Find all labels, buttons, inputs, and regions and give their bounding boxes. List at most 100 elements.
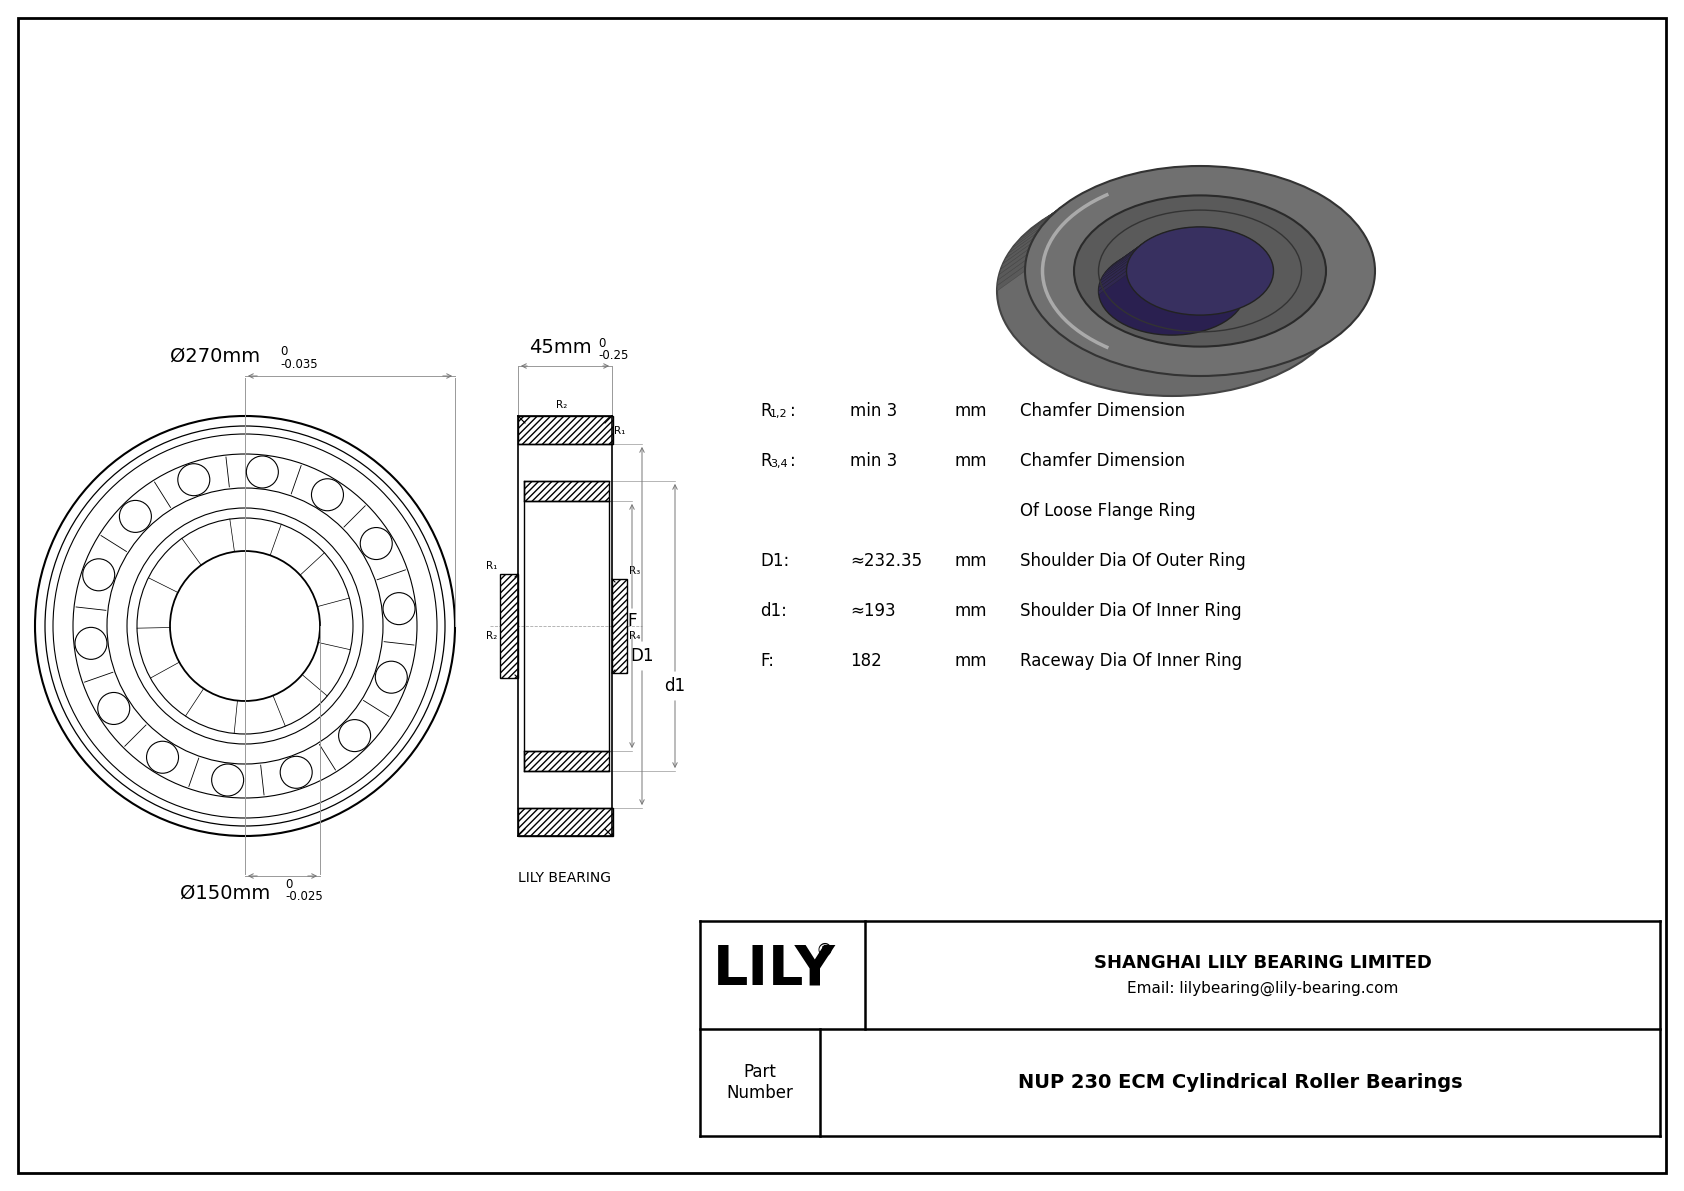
Text: LILY: LILY	[712, 943, 835, 997]
Text: R₁: R₁	[615, 426, 625, 436]
Polygon shape	[1231, 173, 1268, 194]
Polygon shape	[1009, 227, 1041, 252]
Polygon shape	[1000, 243, 1031, 269]
Polygon shape	[1103, 254, 1132, 278]
Polygon shape	[1244, 264, 1273, 287]
Polygon shape	[1223, 239, 1255, 262]
Text: D1:: D1:	[759, 551, 790, 570]
Polygon shape	[1300, 200, 1335, 224]
Polygon shape	[1214, 235, 1246, 257]
Polygon shape	[1071, 182, 1106, 205]
Polygon shape	[1228, 242, 1258, 264]
Polygon shape	[1319, 213, 1351, 238]
Polygon shape	[1273, 185, 1308, 208]
Polygon shape	[1106, 248, 1138, 270]
Polygon shape	[1243, 261, 1273, 283]
Polygon shape	[1044, 195, 1078, 220]
Text: R₁: R₁	[485, 561, 497, 570]
Polygon shape	[1064, 185, 1100, 208]
Bar	[611, 579, 626, 673]
Polygon shape	[1312, 208, 1346, 233]
Polygon shape	[1116, 239, 1148, 262]
Polygon shape	[1079, 179, 1115, 202]
Polygon shape	[1239, 254, 1270, 278]
Ellipse shape	[1074, 195, 1325, 347]
Polygon shape	[1175, 227, 1209, 248]
Polygon shape	[1177, 166, 1214, 186]
Polygon shape	[1105, 250, 1135, 274]
Polygon shape	[1241, 257, 1271, 280]
Text: mm: mm	[955, 601, 987, 621]
Text: d1:: d1:	[759, 601, 786, 621]
Bar	[611, 579, 626, 673]
Text: mm: mm	[955, 651, 987, 671]
Polygon shape	[999, 255, 1027, 280]
Polygon shape	[1248, 176, 1285, 199]
Text: ®: ®	[815, 942, 834, 960]
Polygon shape	[1098, 264, 1128, 287]
Text: min 3: min 3	[850, 453, 898, 470]
Polygon shape	[1197, 230, 1231, 251]
Polygon shape	[1239, 174, 1276, 197]
Polygon shape	[1204, 168, 1241, 189]
Polygon shape	[1122, 237, 1154, 260]
Polygon shape	[1204, 231, 1236, 252]
Text: F:: F:	[759, 651, 775, 671]
Bar	[500, 574, 519, 678]
Polygon shape	[1187, 227, 1221, 249]
Polygon shape	[1148, 167, 1186, 187]
Ellipse shape	[1026, 166, 1376, 376]
Polygon shape	[1339, 238, 1369, 263]
Text: Shoulder Dia Of Outer Ring: Shoulder Dia Of Outer Ring	[1021, 551, 1246, 570]
Polygon shape	[1032, 204, 1066, 229]
Polygon shape	[1110, 244, 1142, 268]
Polygon shape	[1026, 208, 1059, 233]
Text: -0.025: -0.025	[285, 890, 323, 903]
Polygon shape	[1113, 242, 1145, 264]
Text: Ø270mm: Ø270mm	[170, 347, 259, 366]
Bar	[519, 807, 613, 836]
Polygon shape	[1332, 227, 1362, 252]
Polygon shape	[1180, 227, 1214, 248]
Polygon shape	[1234, 248, 1265, 270]
Polygon shape	[1219, 237, 1251, 260]
Text: Of Loose Flange Ring: Of Loose Flange Ring	[1021, 501, 1196, 520]
Text: 0: 0	[598, 337, 605, 350]
Text: F: F	[626, 612, 637, 630]
Text: D1: D1	[630, 647, 653, 665]
Text: mm: mm	[955, 551, 987, 570]
Polygon shape	[1140, 167, 1177, 188]
Polygon shape	[1186, 167, 1223, 187]
Polygon shape	[1256, 179, 1293, 202]
Polygon shape	[1238, 250, 1268, 274]
Polygon shape	[1231, 244, 1261, 268]
Text: LILY BEARING: LILY BEARING	[519, 871, 611, 885]
Polygon shape	[997, 266, 1026, 291]
Text: mm: mm	[955, 453, 987, 470]
Polygon shape	[1157, 227, 1191, 248]
Text: 0: 0	[280, 345, 288, 358]
Text: 182: 182	[850, 651, 882, 671]
Bar	[524, 752, 610, 771]
Text: 1,2: 1,2	[770, 409, 788, 419]
Polygon shape	[1101, 257, 1130, 280]
Polygon shape	[1098, 272, 1127, 294]
Polygon shape	[1287, 192, 1322, 216]
Ellipse shape	[1098, 247, 1246, 335]
Polygon shape	[1280, 188, 1315, 212]
Polygon shape	[999, 249, 1029, 274]
Text: R₄: R₄	[630, 631, 640, 641]
Polygon shape	[1140, 230, 1174, 251]
Bar	[524, 752, 610, 771]
Polygon shape	[1017, 218, 1049, 243]
Polygon shape	[1135, 231, 1169, 252]
Text: R₂: R₂	[556, 400, 568, 410]
Polygon shape	[1244, 268, 1273, 291]
Bar	[519, 807, 613, 836]
Text: :: :	[790, 403, 797, 420]
Polygon shape	[1096, 174, 1132, 197]
Polygon shape	[1335, 232, 1366, 258]
Polygon shape	[1088, 176, 1123, 199]
Text: R₂: R₂	[485, 631, 497, 641]
Polygon shape	[1346, 260, 1374, 286]
